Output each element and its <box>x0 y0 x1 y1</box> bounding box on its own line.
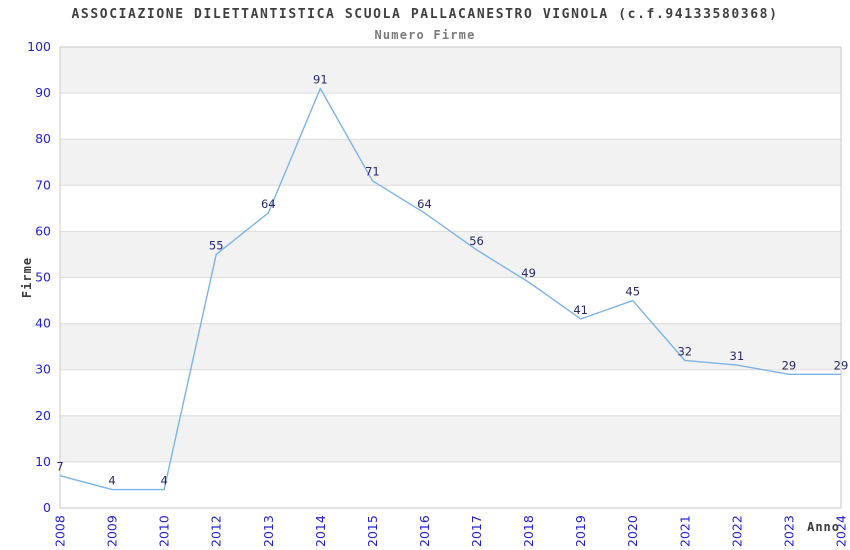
x-tick-label: 2013 <box>261 515 276 547</box>
data-label: 29 <box>782 358 797 372</box>
x-tick-label: 2014 <box>313 515 328 547</box>
plot-band <box>60 323 841 370</box>
plot-band <box>60 185 841 232</box>
y-tick-label: 20 <box>35 408 51 423</box>
plot-band <box>60 93 841 140</box>
x-tick-labels: 2008 2009 2010 2012 2013 2014 2015 2016 2017 2018… <box>53 515 849 547</box>
x-tick-label: 2024 <box>834 515 849 547</box>
x-tick-label: 2022 <box>729 515 744 547</box>
data-label: 31 <box>730 349 745 363</box>
x-tick-label: 2009 <box>105 515 120 547</box>
y-tick-label: 10 <box>35 454 51 469</box>
data-label: 4 <box>160 474 167 488</box>
data-label: 56 <box>469 234 484 248</box>
data-label: 64 <box>417 197 432 211</box>
data-label: 64 <box>261 197 276 211</box>
y-axis-title: Firme <box>20 257 34 298</box>
data-labels: 7 4 4 55 64 91 71 64 56 49 41 45 32 31 29 29 <box>56 72 848 487</box>
x-tick-label: 2019 <box>573 515 588 547</box>
data-label: 49 <box>521 266 536 280</box>
y-tick-label: 30 <box>35 362 51 377</box>
chart-title: ASSOCIAZIONE DILETTANTISTICA SCUOLA PALL… <box>71 7 779 22</box>
data-label: 29 <box>834 358 849 372</box>
x-tick-label: 2012 <box>209 515 224 547</box>
data-label: 41 <box>573 303 588 317</box>
y-tick-label: 90 <box>35 85 51 100</box>
x-tick-label: 2010 <box>157 515 172 547</box>
x-tick-label: 2017 <box>469 515 484 547</box>
x-axis-title: Anno <box>807 520 840 534</box>
data-label: 71 <box>365 165 380 179</box>
data-label: 55 <box>209 238 224 252</box>
plot-band <box>60 231 841 278</box>
y-tick-label: 40 <box>35 316 51 331</box>
plot-band <box>60 369 841 416</box>
data-label: 91 <box>313 72 328 86</box>
plot-band <box>60 415 841 462</box>
x-tick-label: 2018 <box>521 515 536 547</box>
plot-border <box>59 46 842 509</box>
y-tick-labels: 0 10 20 30 40 50 60 70 80 90 100 <box>27 39 51 515</box>
chart-subtitle: Numero Firme <box>374 28 476 42</box>
y-tick-label: 70 <box>35 177 51 192</box>
x-tick-label: 2008 <box>53 515 68 547</box>
x-tick-label: 2016 <box>417 515 432 547</box>
data-label: 7 <box>56 460 63 474</box>
plot-band <box>60 461 841 508</box>
plot-band <box>60 139 841 186</box>
data-line <box>59 87 841 491</box>
y-tick-label: 80 <box>35 131 51 146</box>
x-tick-label: 2021 <box>677 515 692 547</box>
y-tick-label: 0 <box>43 500 51 515</box>
x-tick-label: 2015 <box>365 515 380 547</box>
data-label: 45 <box>625 285 640 299</box>
y-tick-label: 60 <box>35 223 51 238</box>
plot-band <box>60 47 841 94</box>
y-tick-label: 100 <box>27 39 51 54</box>
data-label: 4 <box>108 474 115 488</box>
plot-band <box>60 277 841 324</box>
plot-bands <box>60 47 841 508</box>
y-tick-label: 50 <box>35 270 51 285</box>
x-tick-label: 2020 <box>625 515 640 547</box>
data-label: 32 <box>677 344 692 358</box>
x-tick-label: 2023 <box>781 515 796 547</box>
